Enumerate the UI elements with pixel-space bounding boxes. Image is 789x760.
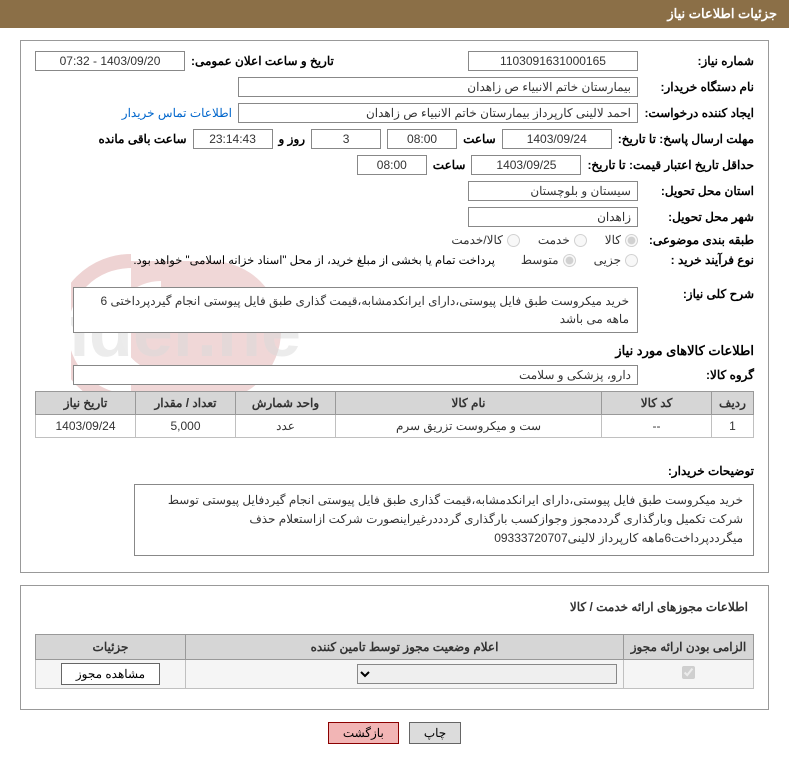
- permit-title: اطلاعات مجوزهای ارائه خدمت / کالا: [35, 596, 754, 618]
- city-label: شهر محل تحویل:: [644, 210, 754, 224]
- min-validity-time: 08:00: [357, 155, 427, 175]
- radio-both-label: کالا/خدمت: [451, 233, 502, 247]
- th-date: تاریخ نیاز: [36, 392, 136, 415]
- th-details: جزئیات: [36, 634, 186, 659]
- row-province: استان محل تحویل: سیستان و بلوچستان: [35, 181, 754, 201]
- cell-code: --: [602, 415, 712, 438]
- buyer-notes-value: خرید میکروست طبق فایل پیوستی،دارای ایران…: [134, 484, 754, 556]
- status-select[interactable]: [357, 664, 617, 684]
- cell-idx: 1: [712, 415, 754, 438]
- need-no-label: شماره نیاز:: [644, 54, 754, 68]
- row-subject-class: طبقه بندی موضوعی: کالا خدمت کالا/خدمت: [35, 233, 754, 247]
- process-type-label: نوع فرآیند خرید :: [644, 253, 754, 267]
- radio-both: [507, 234, 520, 247]
- row-goods-group: گروه کالا: دارو، پزشکی و سلامت: [35, 365, 754, 385]
- th-row: ردیف: [712, 392, 754, 415]
- row-need-no: شماره نیاز: 1103091631000165 تاریخ و ساع…: [35, 51, 754, 71]
- radio-service: [574, 234, 587, 247]
- cell-unit: عدد: [236, 415, 336, 438]
- min-validity-label: حداقل تاریخ اعتبار قیمت: تا تاریخ:: [587, 158, 754, 172]
- goods-table: ردیف کد کالا نام کالا واحد شمارش تعداد /…: [35, 391, 754, 438]
- footer-buttons: چاپ بازگشت: [0, 722, 789, 744]
- time-word-2: ساعت: [433, 158, 466, 172]
- remain-suffix: ساعت باقی مانده: [98, 132, 186, 146]
- row-requester: ایجاد کننده درخواست: احمد لالینی کارپردا…: [35, 103, 754, 123]
- th-qty: تعداد / مقدار: [136, 392, 236, 415]
- cell-qty: 5,000: [136, 415, 236, 438]
- province-value: سیستان و بلوچستان: [468, 181, 638, 201]
- remain-time: 23:14:43: [193, 129, 273, 149]
- permit-row: مشاهده مجوز: [36, 659, 754, 688]
- print-button[interactable]: چاپ: [409, 722, 461, 744]
- row-buyer-notes: توضیحات خریدار: خرید میکروست طبق فایل پی…: [35, 446, 754, 556]
- days-count: 3: [311, 129, 381, 149]
- city-value: زاهدان: [468, 207, 638, 227]
- permit-panel: اطلاعات مجوزهای ارائه خدمت / کالا الزامی…: [20, 585, 769, 710]
- deadline-label: مهلت ارسال پاسخ: تا تاریخ:: [618, 132, 754, 146]
- back-button[interactable]: بازگشت: [328, 722, 399, 744]
- buyer-org-label: نام دستگاه خریدار:: [644, 80, 754, 94]
- requester-label: ایجاد کننده درخواست:: [644, 106, 754, 120]
- requester-value: احمد لالینی کارپرداز بیمارستان خاتم الان…: [238, 103, 638, 123]
- radio-partial: [625, 254, 638, 267]
- row-buyer-org: نام دستگاه خریدار: بیمارستان خاتم الانبی…: [35, 77, 754, 97]
- permit-table: الزامی بودن ارائه مجوز اعلام وضعیت مجوز …: [35, 634, 754, 689]
- radio-partial-label: جزیی: [594, 253, 621, 267]
- row-process-type: نوع فرآیند خرید : جزیی متوسط پرداخت تمام…: [35, 253, 754, 267]
- need-no-value: 1103091631000165: [468, 51, 638, 71]
- goods-group-label: گروه کالا:: [644, 368, 754, 382]
- goods-info-title: اطلاعات کالاهای مورد نیاز: [35, 343, 754, 359]
- table-row: 1 -- ست و میکروست تزریق سرم عدد 5,000 14…: [36, 415, 754, 438]
- need-desc-label: شرح کلی نیاز:: [644, 287, 754, 301]
- main-panel: riaTender.ne شماره نیاز: 110309163100016…: [20, 40, 769, 573]
- radio-goods: [625, 234, 638, 247]
- deadline-date: 1403/09/24: [502, 129, 612, 149]
- row-city: شهر محل تحویل: زاهدان: [35, 207, 754, 227]
- buyer-org-value: بیمارستان خاتم الانبیاء ص زاهدان: [238, 77, 638, 97]
- subject-class-label: طبقه بندی موضوعی:: [644, 233, 754, 247]
- radio-medium: [563, 254, 576, 267]
- goods-group-value: دارو، پزشکی و سلامت: [73, 365, 638, 385]
- buyer-contact-link[interactable]: اطلاعات تماس خریدار: [122, 106, 232, 120]
- days-and: روز و: [279, 132, 306, 146]
- page-title: جزئیات اطلاعات نیاز: [667, 6, 777, 21]
- announce-value: 1403/09/20 - 07:32: [35, 51, 185, 71]
- radio-service-label: خدمت: [538, 233, 570, 247]
- th-unit: واحد شمارش: [236, 392, 336, 415]
- th-mandatory: الزامی بودن ارائه مجوز: [624, 634, 754, 659]
- row-min-validity: حداقل تاریخ اعتبار قیمت: تا تاریخ: 1403/…: [35, 155, 754, 175]
- cell-date: 1403/09/24: [36, 415, 136, 438]
- min-validity-date: 1403/09/25: [471, 155, 581, 175]
- view-permit-button[interactable]: مشاهده مجوز: [61, 663, 160, 685]
- deadline-time: 08:00: [387, 129, 457, 149]
- need-desc-value: خرید میکروست طبق فایل پیوستی،دارای ایران…: [73, 287, 638, 333]
- time-word-1: ساعت: [463, 132, 496, 146]
- th-name: نام کالا: [336, 392, 602, 415]
- th-status: اعلام وضعیت مجوز توسط تامین کننده: [186, 634, 624, 659]
- announce-label: تاریخ و ساعت اعلان عمومی:: [191, 54, 334, 68]
- row-deadline: مهلت ارسال پاسخ: تا تاریخ: 1403/09/24 سا…: [35, 129, 754, 149]
- page-header: جزئیات اطلاعات نیاز: [0, 0, 789, 28]
- mandatory-checkbox: [682, 666, 695, 679]
- province-label: استان محل تحویل:: [644, 184, 754, 198]
- buyer-notes-label: توضیحات خریدار:: [644, 446, 754, 478]
- radio-goods-label: کالا: [605, 233, 621, 247]
- radio-medium-label: متوسط: [521, 253, 559, 267]
- row-need-desc: شرح کلی نیاز: خرید میکروست طبق فایل پیوس…: [35, 287, 754, 333]
- cell-name: ست و میکروست تزریق سرم: [336, 415, 602, 438]
- process-note: پرداخت تمام یا بخشی از مبلغ خرید، از محل…: [133, 253, 495, 267]
- th-code: کد کالا: [602, 392, 712, 415]
